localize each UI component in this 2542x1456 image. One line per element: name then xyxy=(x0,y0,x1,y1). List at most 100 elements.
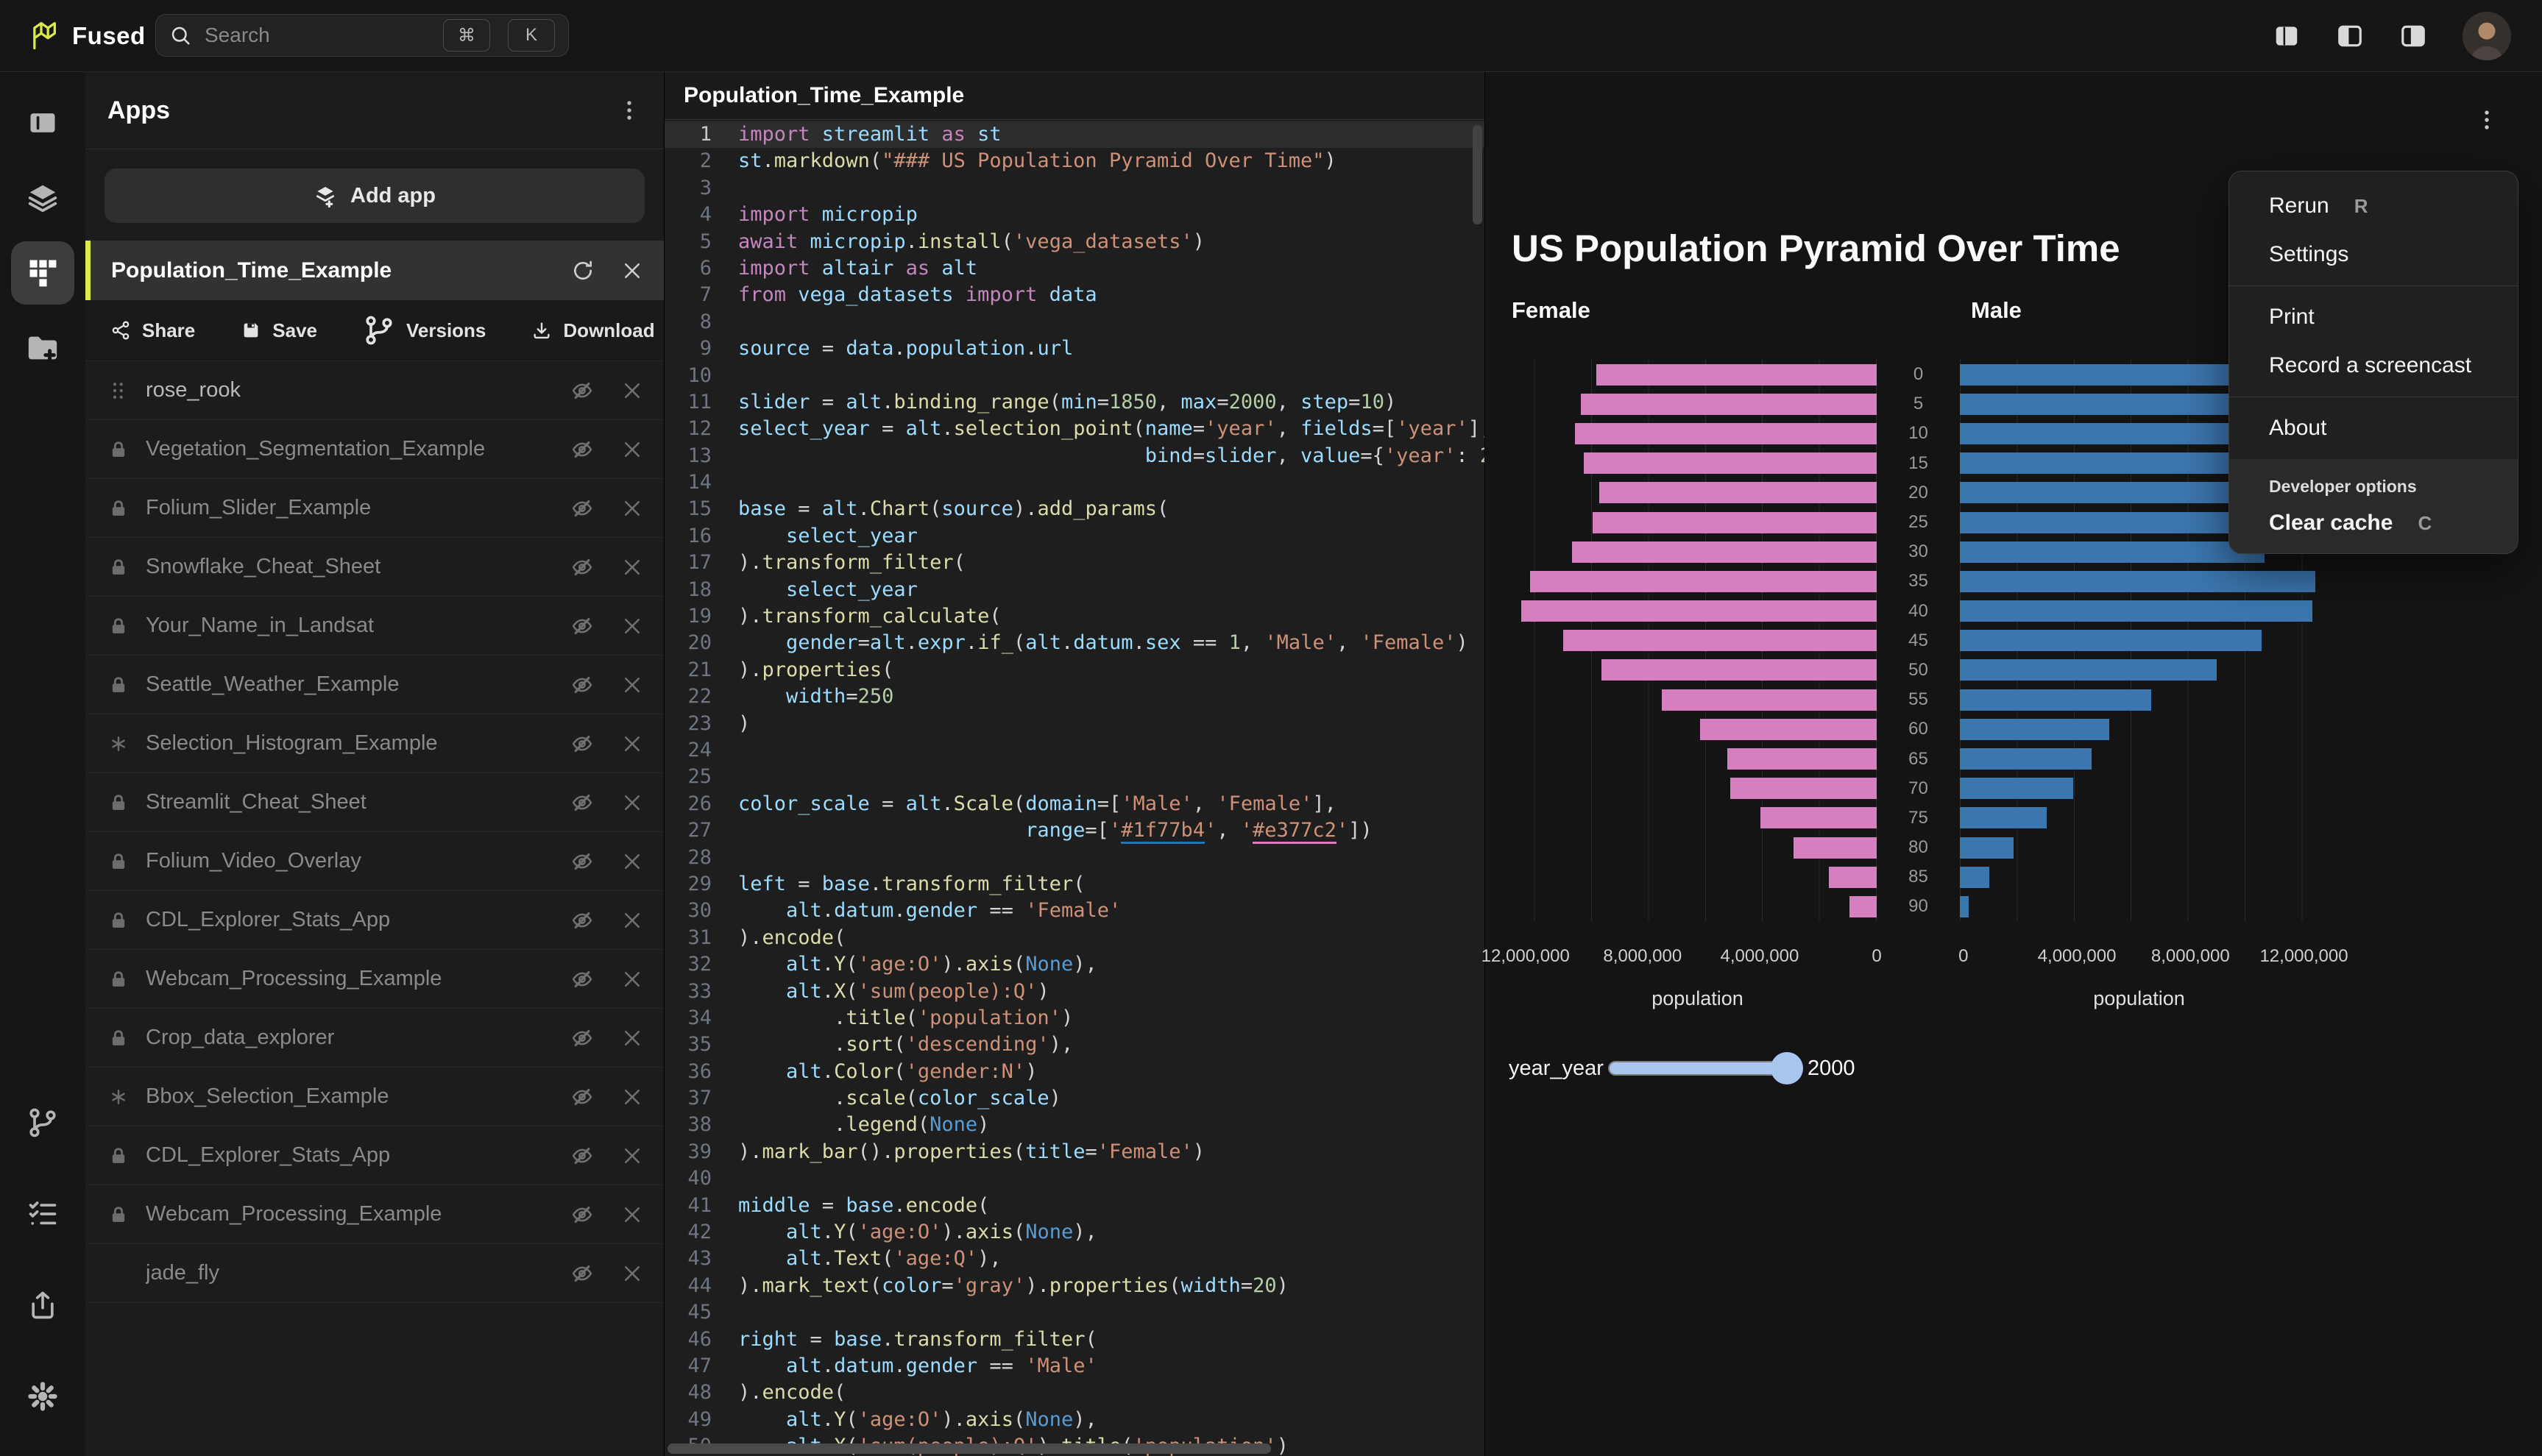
code-line[interactable]: 10 xyxy=(687,363,712,387)
code-line[interactable]: 24 xyxy=(687,738,712,761)
code-line[interactable]: 39).mark_bar().properties(title='Female'… xyxy=(687,1140,1205,1163)
female-bar[interactable] xyxy=(1520,600,1877,622)
app-list-item[interactable]: jade_fly xyxy=(85,1244,664,1303)
code-line[interactable]: 46 right = base.transform_filter( xyxy=(687,1327,1097,1351)
female-bar[interactable] xyxy=(1730,778,1877,800)
code-line[interactable]: 11 slider = alt.binding_range(min=1850, m… xyxy=(687,390,1397,413)
code-line[interactable]: 44).mark_text(color='gray').properties(w… xyxy=(687,1274,1289,1297)
male-bar[interactable] xyxy=(1960,600,2312,622)
code-line[interactable]: 32 alt.Y('age:O').axis(None), xyxy=(687,953,1097,976)
male-bar[interactable] xyxy=(1960,422,2277,444)
close-app-icon[interactable] xyxy=(621,1145,643,1167)
export-icon[interactable] xyxy=(11,1274,74,1337)
code-line[interactable]: 8 xyxy=(699,310,712,333)
app-list-item[interactable]: Folium_Slider_Example xyxy=(85,479,664,538)
selected-app-row[interactable]: Population_Time_Example xyxy=(85,241,664,300)
share-button[interactable]: Share xyxy=(110,319,195,342)
app-list-item[interactable]: Streamlit_Cheat_Sheet xyxy=(85,773,664,832)
male-bar[interactable] xyxy=(1960,570,2316,592)
workbench-icon[interactable] xyxy=(11,241,74,305)
code-line[interactable]: 7 from vega_datasets import data xyxy=(699,283,1097,307)
female-bar[interactable] xyxy=(1661,689,1877,711)
vertical-scrollbar[interactable] xyxy=(1473,125,1482,224)
hide-app-icon[interactable] xyxy=(571,438,593,461)
close-app-icon[interactable] xyxy=(621,968,643,990)
code-line[interactable]: 14 xyxy=(687,471,712,494)
panel-icon[interactable] xyxy=(11,91,74,155)
female-bar[interactable] xyxy=(1530,570,1877,592)
close-app-icon[interactable] xyxy=(621,909,643,931)
menu-item-about[interactable]: About xyxy=(2269,416,2327,440)
female-bar[interactable] xyxy=(1727,748,1877,770)
close-app-icon[interactable] xyxy=(621,260,643,282)
layout-left-panel-icon[interactable] xyxy=(2273,22,2301,50)
code-line[interactable]: 49 alt.Y('age:O').axis(None), xyxy=(687,1407,1097,1431)
male-bar[interactable] xyxy=(1960,511,2247,533)
code-line[interactable]: 42 alt.Y('age:O').axis(None), xyxy=(687,1221,1097,1244)
hide-app-icon[interactable] xyxy=(571,850,593,873)
code-line[interactable]: 36 alt.Color('gender:N') xyxy=(687,1059,1038,1083)
code-line[interactable]: 5 await micropip.install('vega_datasets') xyxy=(699,230,1205,253)
download-button[interactable]: Download xyxy=(531,319,655,342)
app-list-item[interactable]: Bbox_Selection_Example xyxy=(85,1068,664,1126)
layout-split-panel-icon[interactable] xyxy=(2336,22,2364,50)
app-list-item[interactable]: Selection_Histogram_Example xyxy=(85,714,664,773)
close-app-icon[interactable] xyxy=(621,1263,643,1285)
layout-right-panel-icon[interactable] xyxy=(2399,22,2427,50)
app-list-item[interactable]: Webcam_Processing_Example xyxy=(85,950,664,1009)
code-line[interactable]: 37 .scale(color_scale) xyxy=(687,1087,1061,1110)
female-bar[interactable] xyxy=(1593,511,1877,533)
menu-item-clear-cache[interactable]: Clear cache C xyxy=(2269,511,2432,535)
hide-app-icon[interactable] xyxy=(571,1263,593,1285)
female-bar[interactable] xyxy=(1849,895,1877,917)
male-bar[interactable] xyxy=(1960,778,2074,800)
code-line[interactable]: 48).encode( xyxy=(687,1381,846,1404)
male-bar[interactable] xyxy=(1960,895,1969,917)
male-bar[interactable] xyxy=(1960,452,2271,475)
female-bar[interactable] xyxy=(1574,422,1877,444)
code-line[interactable]: 26 color_scale = alt.Scale(domain=['Male'… xyxy=(687,792,1337,815)
code-line[interactable]: 27 range=['#1f77b4', '#e377c2']) xyxy=(665,817,1484,845)
horizontal-scrollbar[interactable] xyxy=(668,1443,1271,1454)
code-line[interactable]: 43 alt.Text('age:Q'), xyxy=(687,1247,1002,1271)
hide-app-icon[interactable] xyxy=(571,909,593,931)
apps-menu-kebab-icon[interactable] xyxy=(617,98,642,123)
output-kebab-icon[interactable] xyxy=(2474,107,2499,132)
female-bar[interactable] xyxy=(1596,363,1877,386)
code-line[interactable]: 45 xyxy=(687,1301,712,1324)
male-bar[interactable] xyxy=(1960,393,2271,415)
close-app-icon[interactable] xyxy=(621,674,643,696)
app-list-item[interactable]: Seattle_Weather_Example xyxy=(85,656,664,714)
git-branch-icon[interactable] xyxy=(11,1091,74,1154)
code-area[interactable]: 1 import streamlit as st 2 st.markdown("###… xyxy=(665,120,1484,1456)
close-app-icon[interactable] xyxy=(621,556,643,578)
hide-app-icon[interactable] xyxy=(571,1086,593,1108)
male-bar[interactable] xyxy=(1960,630,2262,652)
hide-app-icon[interactable] xyxy=(571,380,593,402)
code-line[interactable]: 29 left = base.transform_filter( xyxy=(687,872,1086,895)
female-bar[interactable] xyxy=(1760,807,1877,829)
female-bar[interactable] xyxy=(1581,393,1877,415)
code-line[interactable]: 16 select_year xyxy=(687,524,918,547)
add-app-button[interactable]: Add app xyxy=(105,168,645,223)
close-app-icon[interactable] xyxy=(621,850,643,873)
app-list-item[interactable]: Snowflake_Cheat_Sheet xyxy=(85,538,664,597)
code-line[interactable]: 1 import streamlit as st xyxy=(665,121,1484,149)
close-app-icon[interactable] xyxy=(621,615,643,637)
female-bar[interactable] xyxy=(1584,452,1877,475)
male-bar[interactable] xyxy=(1960,748,2092,770)
code-line[interactable]: 22 width=250 xyxy=(687,685,894,709)
menu-item-rerun[interactable]: Rerun R xyxy=(2269,193,2368,218)
app-list-item[interactable]: CDL_Explorer_Stats_App xyxy=(85,1126,664,1185)
male-bar[interactable] xyxy=(1960,807,2047,829)
code-line[interactable]: 19).transform_calculate( xyxy=(687,605,1002,628)
code-line[interactable]: 12 select_year = alt.selection_point(name… xyxy=(687,417,1484,441)
hide-app-icon[interactable] xyxy=(571,615,593,637)
hide-app-icon[interactable] xyxy=(571,792,593,814)
hide-app-icon[interactable] xyxy=(571,674,593,696)
female-bar[interactable] xyxy=(1700,718,1877,740)
app-list-item[interactable]: Crop_data_explorer xyxy=(85,1009,664,1068)
female-bar[interactable] xyxy=(1793,837,1877,859)
hide-app-icon[interactable] xyxy=(571,1204,593,1226)
female-bar[interactable] xyxy=(1562,630,1877,652)
